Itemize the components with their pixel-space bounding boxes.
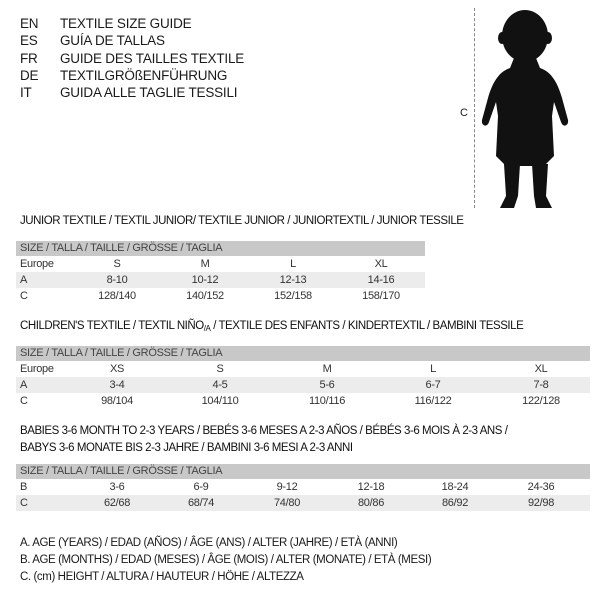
- table-cell: XL: [534, 363, 548, 375]
- table-cell: 86/92: [441, 497, 469, 509]
- junior-size-table: SIZE / TALLA / TAILLE / GRÖSSE / TAGLIA …: [16, 241, 425, 304]
- table-cell: 4-5: [212, 379, 228, 391]
- table-cell: 5-6: [319, 379, 335, 391]
- row-label: B: [20, 481, 28, 493]
- legend-c: C. (cm) HEIGHT / ALTURA / HAUTEUR / HÖHE…: [20, 571, 304, 583]
- row-label: C: [20, 395, 28, 407]
- table-cell: S: [216, 363, 224, 375]
- table-cell: 7-8: [533, 379, 549, 391]
- height-measure-label: C: [460, 107, 468, 119]
- table-cell: M: [200, 258, 210, 270]
- table-cell: 122/128: [522, 395, 560, 407]
- table-cell: 158/170: [362, 290, 400, 302]
- table-cell: 104/110: [201, 395, 239, 407]
- legend-b: B. AGE (MONTHS) / EDAD (MESES) / ÂGE (MO…: [20, 554, 432, 566]
- language-code: ES: [20, 33, 38, 49]
- table-cell: 3-4: [109, 379, 125, 391]
- babies-title-line1: BABIES 3-6 MONTH TO 2-3 YEARS / BEBÉS 3-…: [20, 425, 508, 437]
- table-cell: XL: [374, 258, 388, 270]
- junior-title: JUNIOR TEXTILE / TEXTIL JUNIOR/ TEXTILE …: [20, 215, 464, 227]
- table-row: C 128/140 140/152 152/158 158/170: [16, 288, 425, 304]
- table-cell: 80/86: [357, 497, 385, 509]
- language-title: GUIDE DES TAILLES TEXTILE: [60, 50, 245, 66]
- children-title-main: CHILDREN'S TEXTILE / TEXTIL NIÑO: [20, 320, 204, 332]
- children-size-table: SIZE / TALLA / TAILLE / GRÖSSE / TAGLIA …: [16, 346, 590, 409]
- table-cell: 128/140: [98, 290, 136, 302]
- table-cell: 140/152: [186, 290, 224, 302]
- language-code: IT: [20, 85, 32, 101]
- table-cell: 3-6: [109, 481, 125, 493]
- legend-a: A. AGE (YEARS) / EDAD (AÑOS) / ÂGE (ANS)…: [20, 537, 398, 549]
- table-cell: 18-24: [441, 481, 469, 493]
- language-title: TEXTILGRÖßENFÜHRUNG: [60, 67, 228, 83]
- table-row: B 3-6 6-9 9-12 12-18 18-24 24-36: [16, 479, 590, 495]
- table-header: SIZE / TALLA / TAILLE / GRÖSSE / TAGLIA: [16, 464, 590, 479]
- row-label: A: [20, 379, 28, 391]
- language-code: FR: [20, 50, 38, 66]
- child-silhouette-icon: [481, 10, 569, 208]
- table-row: C 62/68 68/74 74/80 80/86 86/92 92/98: [16, 495, 590, 511]
- table-cell: M: [322, 363, 332, 375]
- table-header: SIZE / TALLA / TAILLE / GRÖSSE / TAGLIA: [16, 346, 590, 361]
- children-title-sub: /A: [203, 324, 211, 333]
- row-label: Europe: [20, 258, 54, 270]
- babies-title-line2: BABYS 3-6 MONATE BIS 2-3 JAHRE / BAMBINI…: [20, 442, 353, 454]
- table-cell: 68/74: [187, 497, 215, 509]
- children-title-rest: / TEXTILE DES ENFANTS / KINDERTEXTIL / B…: [210, 320, 524, 332]
- table-cell: S: [113, 258, 121, 270]
- table-cell: 24-36: [527, 481, 555, 493]
- table-cell: XS: [109, 363, 125, 375]
- language-code: EN: [20, 16, 39, 31]
- table-cell: 6-7: [425, 379, 441, 391]
- table-cell: 62/68: [103, 497, 131, 509]
- table-row: A 3-4 4-5 5-6 6-7 7-8: [16, 377, 590, 393]
- children-title: CHILDREN'S TEXTILE / TEXTIL NIÑO/A / TEX…: [20, 320, 524, 333]
- language-code: DE: [20, 67, 39, 83]
- table-cell: 116/122: [414, 395, 452, 407]
- table-row: A 8-10 10-12 12-13 14-16: [16, 272, 425, 288]
- row-label: Europe: [20, 363, 54, 375]
- table-cell: 98/104: [101, 395, 133, 407]
- row-label: C: [20, 497, 28, 509]
- row-label: A: [20, 274, 28, 286]
- language-title: TEXTILE SIZE GUIDE: [60, 16, 192, 31]
- language-title: GUÍA DE TALLAS: [60, 33, 165, 49]
- table-cell: 10-12: [191, 274, 219, 286]
- table-cell: 6-9: [193, 481, 209, 493]
- table-cell: 74/80: [273, 497, 301, 509]
- height-measure-line: [474, 8, 475, 208]
- table-cell: 152/158: [274, 290, 312, 302]
- table-cell: 9-12: [276, 481, 298, 493]
- babies-size-table: SIZE / TALLA / TAILLE / GRÖSSE / TAGLIA …: [16, 464, 590, 511]
- table-cell: 92/98: [527, 497, 555, 509]
- table-cell: L: [430, 363, 436, 375]
- table-cell: 110/116: [308, 395, 346, 407]
- table-cell: 14-16: [367, 274, 395, 286]
- table-row: Europe S M L XL: [16, 256, 425, 272]
- table-cell: L: [290, 258, 296, 270]
- table-row: C 98/104 104/110 110/116 116/122 122/128: [16, 393, 590, 409]
- table-row: Europe XS S M L XL: [16, 361, 590, 377]
- table-cell: 12-13: [279, 274, 307, 286]
- table-header: SIZE / TALLA / TAILLE / GRÖSSE / TAGLIA: [16, 241, 425, 256]
- row-label: C: [20, 290, 28, 302]
- table-cell: 12-18: [357, 481, 385, 493]
- table-cell: 8-10: [106, 274, 128, 286]
- language-title: GUIDA ALLE TAGLIE TESSILI: [60, 85, 238, 101]
